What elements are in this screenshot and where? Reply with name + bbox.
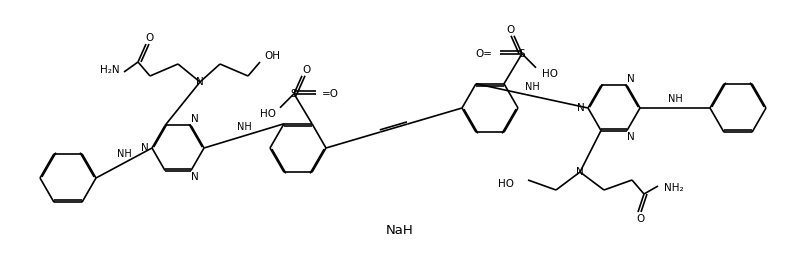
- Text: NH: NH: [237, 122, 251, 132]
- Text: H₂N: H₂N: [101, 65, 120, 75]
- Text: HO: HO: [542, 69, 558, 79]
- Text: N: N: [576, 167, 584, 177]
- Text: N: N: [191, 114, 198, 124]
- Text: O=: O=: [475, 49, 492, 59]
- Text: S: S: [518, 49, 526, 59]
- Text: N: N: [196, 77, 204, 87]
- Text: HO: HO: [498, 179, 514, 189]
- Text: N: N: [626, 132, 634, 142]
- Text: NH: NH: [667, 94, 683, 104]
- Text: NH: NH: [525, 82, 539, 92]
- Text: HO: HO: [260, 109, 276, 119]
- Text: OH: OH: [264, 51, 280, 61]
- Text: O: O: [636, 214, 644, 224]
- Text: N: N: [577, 103, 585, 113]
- Text: NaH: NaH: [386, 224, 414, 236]
- Text: O: O: [302, 65, 310, 75]
- Text: N: N: [191, 171, 198, 182]
- Text: S: S: [291, 89, 297, 99]
- Text: O: O: [145, 33, 153, 43]
- Text: O: O: [506, 25, 514, 35]
- Text: N: N: [626, 75, 634, 84]
- Text: =O: =O: [322, 89, 339, 99]
- Text: NH: NH: [117, 149, 131, 159]
- Text: NH₂: NH₂: [664, 183, 683, 193]
- Text: N: N: [141, 143, 149, 153]
